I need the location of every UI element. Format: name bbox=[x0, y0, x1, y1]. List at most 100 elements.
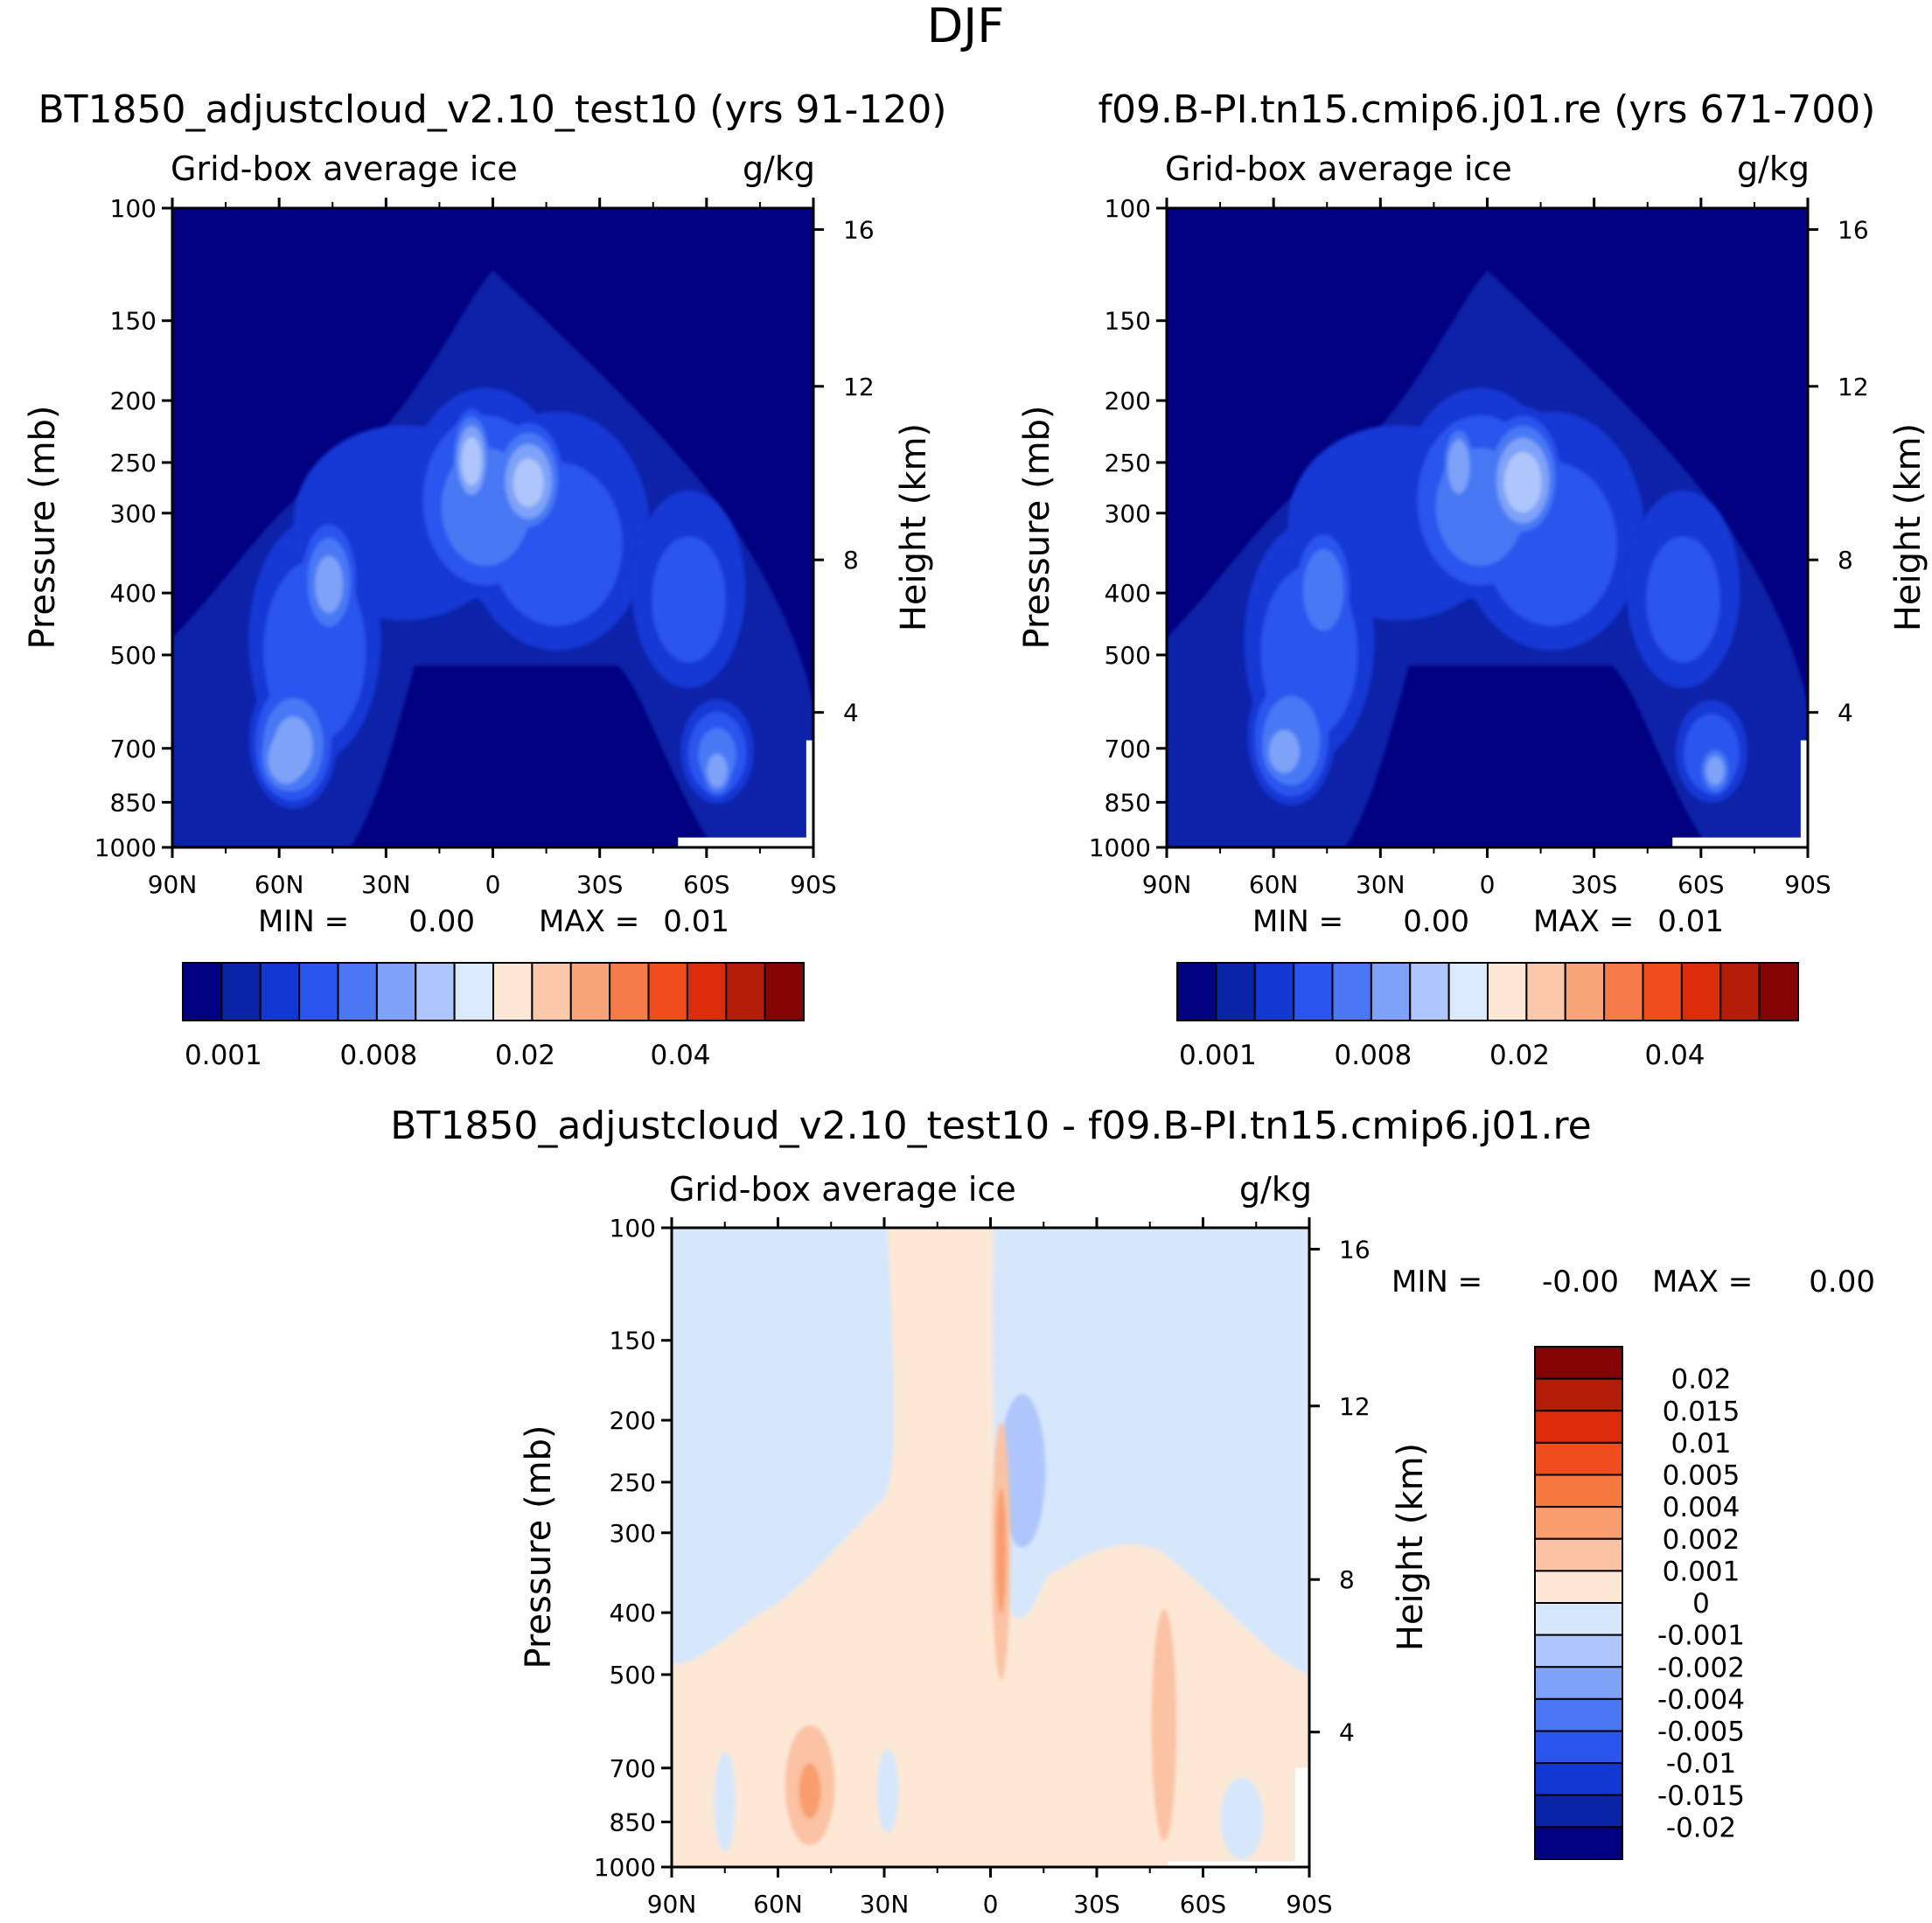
colorbar-swatch bbox=[1215, 962, 1256, 1021]
colorbar-swatch bbox=[298, 962, 339, 1021]
missing-data bbox=[806, 740, 813, 847]
contour-level bbox=[314, 555, 344, 614]
y-tick-label: 1000 bbox=[94, 833, 157, 862]
y-tick-label: 700 bbox=[110, 735, 157, 763]
colorbar-swatch bbox=[1534, 1794, 1623, 1829]
missing-data bbox=[678, 837, 813, 847]
x-tick-label: 30N bbox=[1356, 870, 1405, 899]
colorbar-swatch bbox=[1487, 962, 1528, 1021]
colorbar-label: 0.004 bbox=[1663, 1492, 1740, 1523]
colorbar-swatch bbox=[1534, 1634, 1623, 1669]
negative-core bbox=[999, 1394, 1046, 1548]
panel-case-plot-area: 100 150 200 250 300 400 500 700 850 1000 16 12 8 4 90N… bbox=[94, 194, 875, 899]
panel-difference-right-label: Height (km) bbox=[1391, 1443, 1431, 1651]
panel-control-title: f09.B-PI.tn15.cmip6.j01.re (yrs 671-700) bbox=[1099, 87, 1876, 132]
contour-layer bbox=[172, 208, 813, 847]
colorbar-swatch bbox=[1603, 962, 1644, 1021]
colorbar-label: -0.02 bbox=[1666, 1812, 1736, 1843]
y-tick-label: 400 bbox=[110, 579, 157, 608]
colorbar-swatch bbox=[1525, 962, 1566, 1021]
colorbar-swatch bbox=[725, 962, 766, 1021]
colorbar-label: 0 bbox=[1692, 1588, 1710, 1620]
colorbar-swatch bbox=[1534, 1346, 1623, 1380]
x-tick-label: 90N bbox=[1142, 870, 1192, 899]
colorbar-swatch bbox=[1370, 962, 1412, 1021]
positive-core bbox=[995, 1488, 1007, 1613]
panel-case: BT1850_adjustcloud_v2.10_test10 (yrs 91-… bbox=[23, 87, 947, 1071]
colorbar-swatch bbox=[531, 962, 572, 1021]
positive-region bbox=[1151, 1609, 1177, 1842]
colorbar-swatch bbox=[182, 962, 223, 1021]
missing-data bbox=[1800, 740, 1808, 847]
y-tick-label: 850 bbox=[110, 788, 157, 817]
contour-level bbox=[1503, 451, 1542, 513]
colorbar-swatch bbox=[1447, 962, 1489, 1021]
panel-control-units: g/kg bbox=[1737, 150, 1810, 188]
missing-data bbox=[1672, 837, 1808, 847]
panel-control-colorbar: 0.001 0.008 0.02 0.04 bbox=[1176, 962, 1799, 1071]
colorbar-label: 0.02 bbox=[1489, 1040, 1550, 1071]
contour-level bbox=[513, 457, 544, 508]
colorbar-swatch bbox=[1680, 962, 1722, 1021]
panel-case-min-label: MIN = bbox=[258, 904, 349, 939]
missing-data bbox=[1294, 1767, 1309, 1867]
colorbar-swatch bbox=[1534, 1537, 1623, 1572]
colorbar-swatch bbox=[1534, 1666, 1623, 1700]
x-tick-label: 30S bbox=[576, 870, 623, 899]
colorbar-swatch bbox=[492, 962, 534, 1021]
x-tick-label: 30S bbox=[1571, 870, 1617, 899]
colorbar-label: 0.008 bbox=[340, 1040, 418, 1071]
panel-case-min-value: 0.00 bbox=[408, 904, 475, 939]
colorbar-label: -0.002 bbox=[1657, 1652, 1745, 1683]
contour-level bbox=[651, 536, 727, 663]
panel-difference: BT1850_adjustcloud_v2.10_test10 - f09.B-… bbox=[390, 1104, 1875, 1919]
y-tick-label: 100 bbox=[1105, 194, 1151, 223]
contour-level bbox=[707, 753, 728, 788]
y-tick-label: 150 bbox=[610, 1327, 656, 1355]
y-tick-label: 1000 bbox=[1089, 833, 1151, 862]
contour-level bbox=[1302, 548, 1344, 631]
positive-core bbox=[799, 1763, 821, 1819]
colorbar-label: 0.04 bbox=[1645, 1040, 1705, 1071]
y-tick-label: 300 bbox=[110, 499, 157, 528]
y-tick-label: 300 bbox=[1105, 499, 1151, 528]
panel-difference-title: BT1850_adjustcloud_v2.10_test10 - f09.B-… bbox=[390, 1104, 1591, 1148]
colorbar-swatch bbox=[1534, 1441, 1623, 1476]
y-tick-label: 250 bbox=[610, 1468, 656, 1497]
y-tick-label: 100 bbox=[110, 194, 157, 223]
x-tick-label: 90N bbox=[647, 1890, 697, 1919]
colorbar-label: -0.001 bbox=[1657, 1620, 1745, 1652]
y-tick-label: 700 bbox=[1105, 735, 1151, 763]
panel-difference-min-value: -0.00 bbox=[1542, 1265, 1619, 1299]
panel-control-y-label: Pressure (mb) bbox=[1017, 405, 1057, 649]
colorbar-label: 0.002 bbox=[1663, 1524, 1740, 1556]
panel-control-min-label: MIN = bbox=[1252, 904, 1343, 939]
x-tick-label: 60S bbox=[1180, 1890, 1226, 1919]
colorbar-swatch bbox=[1534, 1474, 1623, 1508]
panel-case-title: BT1850_adjustcloud_v2.10_test10 (yrs 91-… bbox=[38, 87, 946, 132]
panel-control-min-value: 0.00 bbox=[1403, 904, 1469, 939]
x-tick-label: 0 bbox=[485, 870, 501, 899]
y-tick-label: 500 bbox=[610, 1661, 656, 1690]
y-tick-label: 300 bbox=[610, 1519, 656, 1548]
contour-level bbox=[461, 436, 482, 486]
x-tick-label: 0 bbox=[1480, 870, 1496, 899]
colorbar-swatch bbox=[375, 962, 417, 1021]
colorbar-label: 0.001 bbox=[1179, 1040, 1257, 1071]
colorbar-swatch bbox=[1534, 1410, 1623, 1444]
colorbar-label: 0.01 bbox=[1670, 1428, 1731, 1460]
colorbar-label: 0.02 bbox=[1670, 1364, 1731, 1396]
colorbar-swatch bbox=[1534, 1570, 1623, 1604]
panel-control-max-label: MAX = bbox=[1533, 904, 1634, 939]
contour-level bbox=[273, 716, 314, 777]
negative-region bbox=[876, 1748, 899, 1833]
figure-title: DJF bbox=[927, 0, 1005, 53]
colorbar-label: -0.004 bbox=[1657, 1684, 1745, 1716]
right-tick-label: 4 bbox=[843, 699, 859, 728]
negative-region bbox=[992, 1228, 1309, 1675]
colorbar-label: -0.005 bbox=[1657, 1717, 1745, 1748]
colorbar-label: 0.005 bbox=[1663, 1460, 1740, 1492]
negative-region bbox=[1220, 1777, 1264, 1860]
right-tick-label: 12 bbox=[843, 373, 875, 401]
x-tick-label: 90S bbox=[790, 870, 836, 899]
